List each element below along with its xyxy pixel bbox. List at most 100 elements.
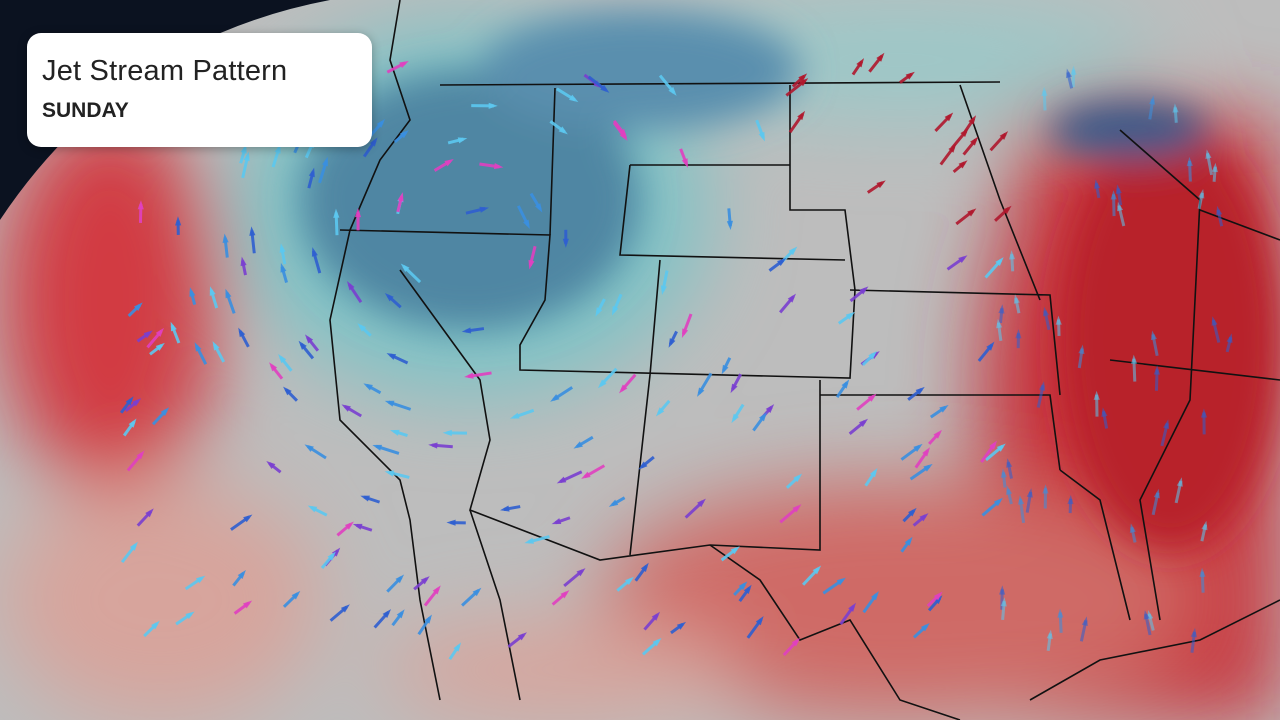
wind-arrow-head [1176,477,1183,487]
wind-arrow-head [1057,608,1064,618]
wind-arrow-head [395,574,405,584]
wind-arrow-head [488,102,498,109]
wind-arrow-head [551,518,562,525]
wind-arrow-head [376,118,386,128]
wind-arrow-head [399,129,409,139]
wind-arrow-head [344,521,354,530]
wind-arrow-head [240,256,247,267]
wind-arrow-head [876,180,886,189]
wind-arrow-head [655,407,665,417]
wind-arrow-head [384,292,394,302]
wind-arrow-head [1042,484,1049,494]
wind-arrow-head [904,536,913,546]
wind-arrow-head [444,159,454,167]
wind-arrow-head [523,219,530,230]
wind-arrow-head [510,412,520,419]
wind-arrow-head [624,576,634,585]
wind-arrow-head [136,450,145,460]
wind-arrow-head [576,568,586,577]
wind-arrow-head [1026,488,1033,498]
wind-arrow-head [1216,205,1223,216]
wind-arrow-head [1008,250,1016,260]
wind-arrow-head [1046,629,1053,640]
wind-arrow-head [243,514,253,523]
wind-arrow-head [1198,188,1205,199]
wind-arrow-head [721,364,729,375]
wind-arrow-head [1149,95,1156,105]
wind-arrow-head [619,384,628,394]
wind-arrow-head [758,412,767,422]
wind-arrow-head [283,386,292,396]
wind-arrow-head [1006,458,1013,468]
wind-arrow-head [424,614,432,624]
map-subtitle: SUNDAY [42,99,129,122]
wind-arrow-head [913,443,923,452]
wind-arrow-head [160,407,170,417]
wind-arrow-head [788,246,798,256]
wind-arrow-head [500,505,510,512]
wind-arrow-head [311,247,318,257]
wind-arrow-head [479,206,490,213]
wind-arrow-head [137,200,144,210]
wind-arrow-head [143,330,153,339]
wind-arrow-head [958,160,968,169]
wind-arrow-head [363,383,373,391]
wind-arrow-head [738,581,748,591]
wind-arrow-head [797,110,806,121]
wind-arrow-head [731,413,739,424]
wind-arrow-head [185,611,195,620]
wind-arrow-head [608,499,619,507]
wind-arrow-head [787,293,796,303]
wind-arrow-head [989,440,998,450]
wind-arrow-head [986,341,995,351]
wind-arrow-head [923,463,933,472]
wind-arrow-head [390,429,400,436]
wind-arrow-head [1065,68,1073,79]
wind-arrow-head [836,577,846,586]
wind-arrow-head [944,112,954,122]
wind-arrow-head [446,519,456,526]
wind-arrow-head [1172,103,1179,113]
wind-arrow-head [791,637,801,647]
wind-arrow-head [993,497,1003,507]
wind-arrow-head [1041,86,1048,96]
wind-arrow-head [132,398,142,407]
wind-arrow-head [970,136,979,146]
wind-arrow-head [1094,179,1101,189]
wind-arrow-head [170,321,177,332]
wind-arrow-head [453,642,462,652]
wind-arrow-head [386,353,397,360]
wind-arrow-head [581,471,591,479]
wind-arrow-head [922,447,930,457]
wind-arrow-head [568,94,579,103]
wind-arrow-head [333,208,340,218]
wind-arrow-head [1201,520,1208,531]
wind-arrow-head [1163,419,1170,430]
wind-arrow-head [848,602,856,612]
wind-arrow-head [145,508,154,518]
wind-arrow-head [595,307,603,317]
wind-arrow-head [933,591,943,601]
wind-arrow-head [1070,65,1077,75]
wind-arrow-head [175,216,182,226]
wind-arrow-head [597,379,607,389]
wind-arrow-head [859,286,869,295]
wind-arrow-head [1199,567,1206,577]
wind-arrow-head [357,323,367,332]
wind-arrow-head [396,609,405,619]
wind-arrow-head [369,137,378,147]
wind-arrow-head [400,263,410,273]
wind-arrow-head [209,286,216,296]
wind-arrow-head [304,334,314,344]
wind-arrow-head [681,158,688,168]
wind-arrow-head [128,418,137,428]
wind-arrow-head [1081,616,1088,627]
wind-arrow-head [125,396,134,406]
wind-arrow-head [1002,205,1012,215]
wind-arrow-head [304,444,314,452]
wind-arrow-head [372,444,383,451]
wind-arrow-head [1078,344,1085,355]
wind-arrow-head [1205,149,1212,159]
wind-arrow-head [681,328,689,338]
